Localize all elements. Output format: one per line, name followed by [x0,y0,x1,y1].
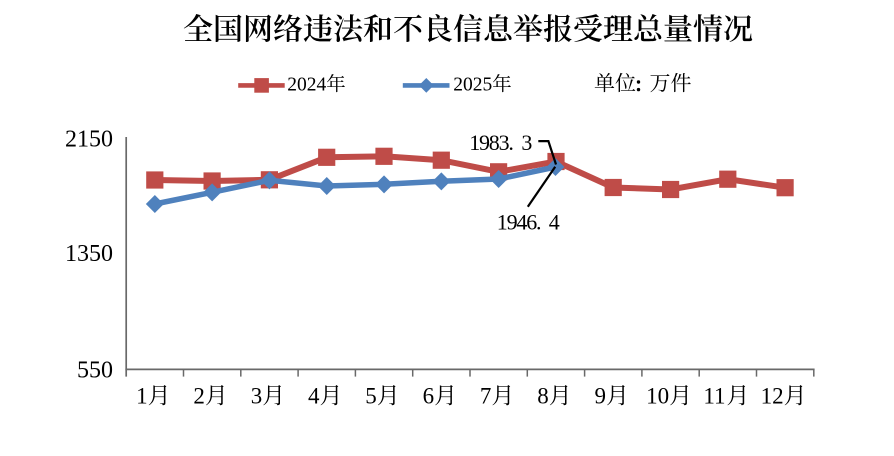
svg-text:3: 3 [521,130,532,155]
svg-text:1350: 1350 [65,241,113,267]
svg-text:4: 4 [308,384,320,409]
svg-text:7: 7 [480,384,492,409]
svg-text:1946.: 1946. [497,210,541,235]
svg-text:3: 3 [251,384,263,409]
svg-text:6: 6 [423,384,435,409]
svg-text:4: 4 [549,210,560,235]
svg-text:8: 8 [537,384,549,409]
svg-text:5: 5 [365,384,377,409]
svg-text:10: 10 [646,384,669,409]
svg-text:2024: 2024 [287,75,326,96]
svg-text:9: 9 [595,384,607,409]
svg-text:1983.: 1983. [469,130,513,155]
svg-text:2: 2 [193,384,205,409]
svg-text:12: 12 [761,384,784,409]
svg-text:1: 1 [136,384,148,409]
svg-text:2025: 2025 [453,75,492,96]
svg-text:2150: 2150 [65,127,113,153]
svg-text:550: 550 [77,358,113,384]
svg-text:11: 11 [703,384,725,409]
